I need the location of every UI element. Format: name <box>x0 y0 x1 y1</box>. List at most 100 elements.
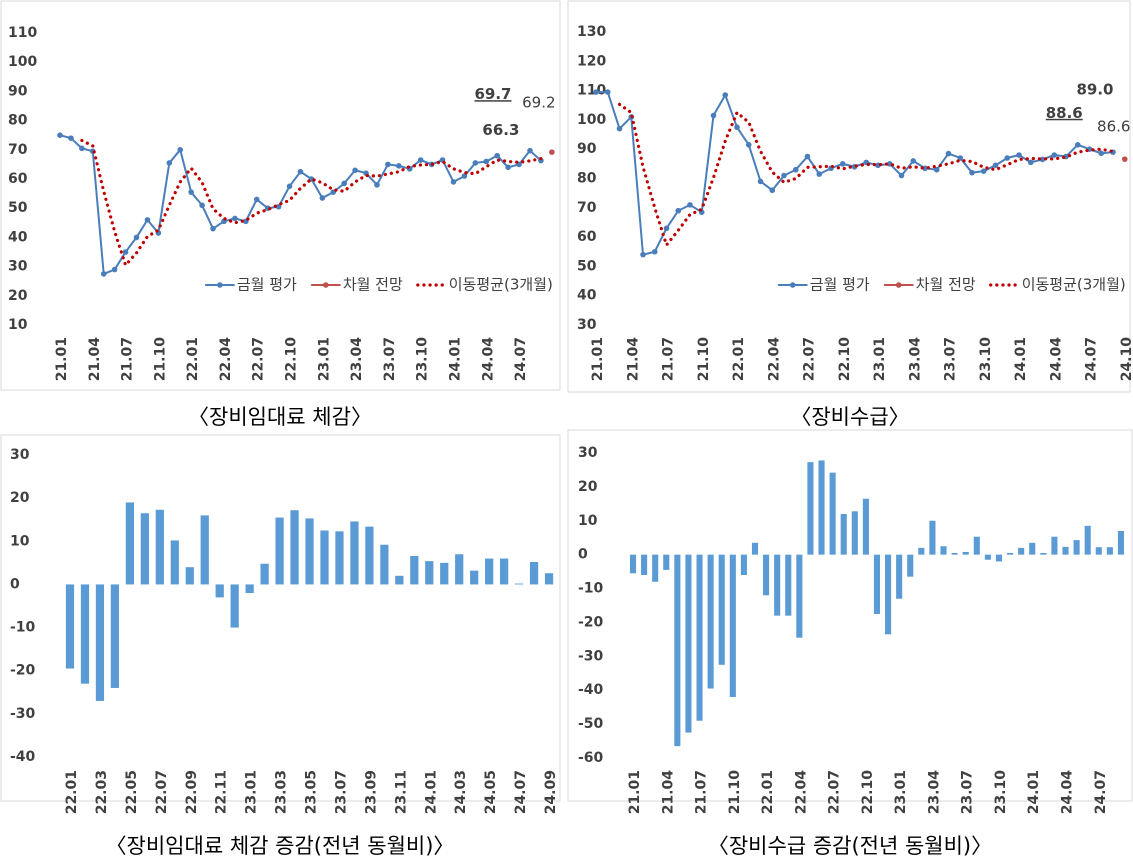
bar <box>200 515 209 585</box>
y-tick-label: -40 <box>10 749 36 765</box>
bar <box>1095 547 1102 555</box>
y-tick-label: 30 <box>8 259 28 275</box>
point <box>111 266 118 273</box>
bar <box>1040 552 1047 555</box>
bar <box>230 584 239 628</box>
point <box>604 89 611 95</box>
x-tick-label: 22.04 <box>218 337 234 382</box>
point <box>177 147 184 153</box>
point <box>79 145 85 152</box>
x-tick-label: 23.10 <box>978 337 994 382</box>
bar <box>275 517 284 585</box>
point <box>651 248 658 255</box>
y-tick-label: -20 <box>578 614 604 630</box>
bar <box>470 570 479 585</box>
bar <box>485 558 494 585</box>
point <box>980 168 987 174</box>
point <box>133 234 140 241</box>
point <box>898 172 905 179</box>
bar <box>707 554 714 689</box>
y-tick-label: 20 <box>578 479 598 495</box>
bar <box>907 554 914 577</box>
bar <box>674 554 681 747</box>
point <box>757 178 764 185</box>
bar <box>410 555 419 585</box>
y-tick-label: -50 <box>578 716 604 732</box>
bar <box>514 583 524 585</box>
point <box>804 153 811 160</box>
bar <box>529 561 539 585</box>
bar <box>65 584 75 669</box>
point <box>232 215 238 222</box>
point <box>910 158 917 164</box>
x-tick-label: 22.07 <box>802 337 818 381</box>
x-tick-label: 24.07 <box>513 770 529 814</box>
bar <box>260 563 269 585</box>
y-tick-label: 50 <box>577 258 597 274</box>
point <box>957 155 964 161</box>
y-tick-label: 20 <box>8 288 28 304</box>
bar <box>984 554 991 560</box>
x-tick-label: 23.11 <box>393 770 409 814</box>
point <box>1004 155 1011 161</box>
value-label: 89.0 <box>1076 81 1113 99</box>
x-tick-label: 22.09 <box>184 770 200 814</box>
x-tick-label: 23.07 <box>943 337 959 381</box>
point <box>675 207 682 214</box>
legend-label: 금월 평가 <box>237 276 297 294</box>
point <box>483 158 490 165</box>
point <box>396 163 402 169</box>
x-tick-label: 21.01 <box>54 337 70 381</box>
y-tick-label: 10 <box>578 513 598 529</box>
bar <box>1106 547 1113 555</box>
x-tick-label: 23.03 <box>274 770 290 814</box>
x-tick-label: 22.10 <box>860 770 876 815</box>
x-tick-label: 23.01 <box>872 337 888 381</box>
point <box>549 149 555 155</box>
point <box>745 142 752 148</box>
point <box>839 161 846 167</box>
bar <box>774 554 781 616</box>
x-tick-label: 22.01 <box>185 337 201 381</box>
bar <box>290 510 299 585</box>
bar <box>305 518 314 585</box>
bar <box>962 551 969 555</box>
y-tick-label: 90 <box>8 83 28 99</box>
bar <box>425 561 434 585</box>
point <box>1016 152 1022 158</box>
chart-frame <box>567 429 1133 802</box>
x-tick-label: 22.01 <box>731 337 747 381</box>
y-tick-label: 60 <box>8 171 28 187</box>
point <box>1051 152 1058 158</box>
point <box>792 166 799 173</box>
y-tick-label: 40 <box>8 229 28 245</box>
x-tick-label: 22.07 <box>827 770 843 814</box>
x-tick-label: 24.07 <box>513 337 529 381</box>
point <box>68 135 74 141</box>
bar <box>95 584 105 701</box>
y-tick-label: -60 <box>578 750 604 766</box>
bar <box>973 536 980 555</box>
value-label: 88.6 <box>1046 104 1083 122</box>
x-tick-label: 23.01 <box>893 770 909 814</box>
bar <box>320 530 329 585</box>
y-tick-label: 110 <box>577 83 606 99</box>
bar <box>685 554 692 733</box>
point <box>144 217 151 223</box>
point <box>933 166 940 173</box>
bar <box>873 554 881 614</box>
legend-marker <box>217 282 223 288</box>
y-tick-label: 30 <box>10 447 30 463</box>
point <box>297 168 304 175</box>
point <box>722 92 729 98</box>
bar <box>455 554 464 585</box>
point <box>461 173 468 179</box>
point <box>1039 156 1046 163</box>
y-tick-label: 80 <box>577 171 597 187</box>
bar <box>718 554 725 665</box>
point <box>275 203 282 210</box>
x-tick-label: 24.01 <box>1026 770 1042 814</box>
legend-label: 차월 전망 <box>343 276 403 294</box>
x-tick-label: 21.10 <box>696 337 712 382</box>
x-tick-label: 24.01 <box>1013 337 1029 381</box>
